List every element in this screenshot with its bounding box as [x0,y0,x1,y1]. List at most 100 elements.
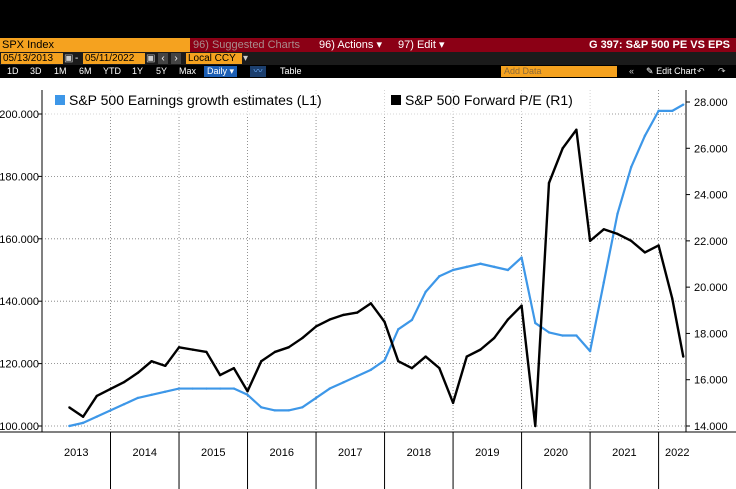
right-tick-label: 20.000 [694,282,728,294]
earnings-growth-point [424,290,427,294]
series-lines [68,103,685,428]
currency-select[interactable]: Local CCY [186,53,242,64]
legend-swatch [55,95,65,105]
forward-pe-point [602,228,605,231]
earnings-growth-point [191,387,194,390]
earnings-growth-point [109,409,112,412]
earnings-growth-point [588,349,592,353]
add-data-input[interactable]: Add Data [501,66,617,77]
chevron-down-icon[interactable]: ▾ [243,53,249,64]
legend: S&P 500 Earnings growth estimates (L1) S&… [48,86,608,116]
forward-pe-point [383,320,386,324]
next-period-icon[interactable]: › [171,53,181,64]
earnings-growth-point [136,396,140,400]
forward-pe-point [260,360,263,363]
forward-pe-point [369,302,373,305]
period-1m[interactable]: 1M [54,66,67,76]
earnings-growth-point [218,387,222,390]
line-chart-icon[interactable]: 〰 [250,66,266,77]
period-toolbar: 1D 3D 1M 6M YTD 1Y 5Y Max Daily ▾ 〰 Tabl… [0,65,736,78]
forward-pe-point [191,348,194,351]
legend-swatch [391,95,401,105]
left-tick-label: 140.000 [0,296,39,308]
redo-icon[interactable]: ↷ [718,66,726,76]
forward-pe-point [301,336,304,340]
table-button[interactable]: Table [280,66,302,76]
right-axis: 14.000 16.000 18.000 20.000 22.000 24.000 26.0… [686,97,728,433]
earnings-growth-point [479,262,482,265]
earnings-growth-point [369,368,373,372]
chart-area: 100.000 120.000 140.000 160.000 180.000 200.0… [0,78,736,489]
earnings-growth-point [342,381,345,384]
earnings-growth-point [273,409,277,412]
earnings-growth-point [164,390,167,393]
forward-pe-point [506,318,510,321]
forward-pe-point [109,387,112,391]
earnings-growth-point [260,406,263,409]
period-5y[interactable]: 5Y [156,66,168,76]
forward-pe-point [643,251,647,254]
forward-pe-point [465,355,468,358]
legend-box [48,86,608,116]
forward-pe-point [95,394,99,398]
earnings-growth-point [205,387,208,390]
period-1d[interactable]: 1D [7,66,19,76]
right-tick-label: 24.000 [694,190,728,202]
earnings-growth-point [95,415,99,418]
earnings-growth-point [671,109,674,113]
top-blank-area [0,0,736,38]
earnings-growth-point [506,268,510,272]
earnings-growth-point [492,265,496,269]
x-tick-label: 2015 [201,447,225,459]
actions-menu[interactable]: 96) Actions ▾ [319,38,395,52]
right-tick-label: 14.000 [694,421,728,433]
collapse-icon[interactable]: « [629,66,635,76]
frequency-select[interactable]: Daily ▾ [204,66,238,77]
earnings-growth-point [150,393,153,396]
period-max[interactable]: Max [179,66,197,76]
x-tick-label: 2022 [665,447,689,459]
earnings-growth-point [602,281,605,284]
legend-label: S&P 500 Forward P/E (R1) [405,92,573,108]
calendar-icon[interactable]: ▣ [64,53,74,64]
x-tick-label: 2013 [64,447,88,459]
start-date-input[interactable]: 05/13/2013 [1,53,63,64]
left-tick-label: 120.000 [0,359,39,371]
period-1y[interactable]: 1Y [132,66,144,76]
earnings-growth-point [438,275,441,278]
earnings-growth-point [657,109,660,113]
edit-menu[interactable]: 97) Edit ▾ [398,38,452,52]
calendar-icon[interactable]: ▣ [146,53,156,64]
ticker-field[interactable]: SPX Index [0,38,190,52]
earnings-growth-point [123,402,126,406]
edit-chart-button[interactable]: ✎ Edit Chart [646,66,696,77]
period-ytd[interactable]: YTD [103,66,121,76]
earnings-growth-point [314,396,318,400]
prev-period-icon[interactable]: ‹ [158,53,168,64]
left-tick-label: 160.000 [0,234,39,246]
earnings-growth-point [81,421,85,425]
forward-pe-point [218,373,222,377]
forward-pe-point [682,355,685,358]
period-6m[interactable]: 6M [79,66,92,76]
x-tick-label: 2020 [544,447,568,459]
forward-pe-point [150,360,153,363]
right-tick-label: 16.000 [694,375,728,387]
year-separators [110,90,660,489]
end-date-input[interactable]: 05/11/2022 [83,53,145,64]
x-tick-label: 2018 [407,447,431,459]
suggested-charts-button[interactable]: 96) Suggested Charts [193,39,301,51]
period-3d[interactable]: 3D [30,66,42,76]
right-tick-label: 28.000 [694,97,728,109]
forward-pe-point [246,390,249,393]
forward-pe-point [629,239,633,243]
undo-icon[interactable]: ↶ [697,66,705,76]
earnings-growth-point [287,409,290,412]
earnings-growth-point [629,165,633,169]
x-axis: 2013 2014 2015 2016 2017 2018 2019 2020 2021 2022 [64,447,690,459]
forward-pe-point [534,424,537,428]
forward-pe-point [314,325,318,328]
forward-pe-point [287,346,290,349]
forward-pe-point [81,415,85,418]
earnings-growth-point [232,387,236,390]
